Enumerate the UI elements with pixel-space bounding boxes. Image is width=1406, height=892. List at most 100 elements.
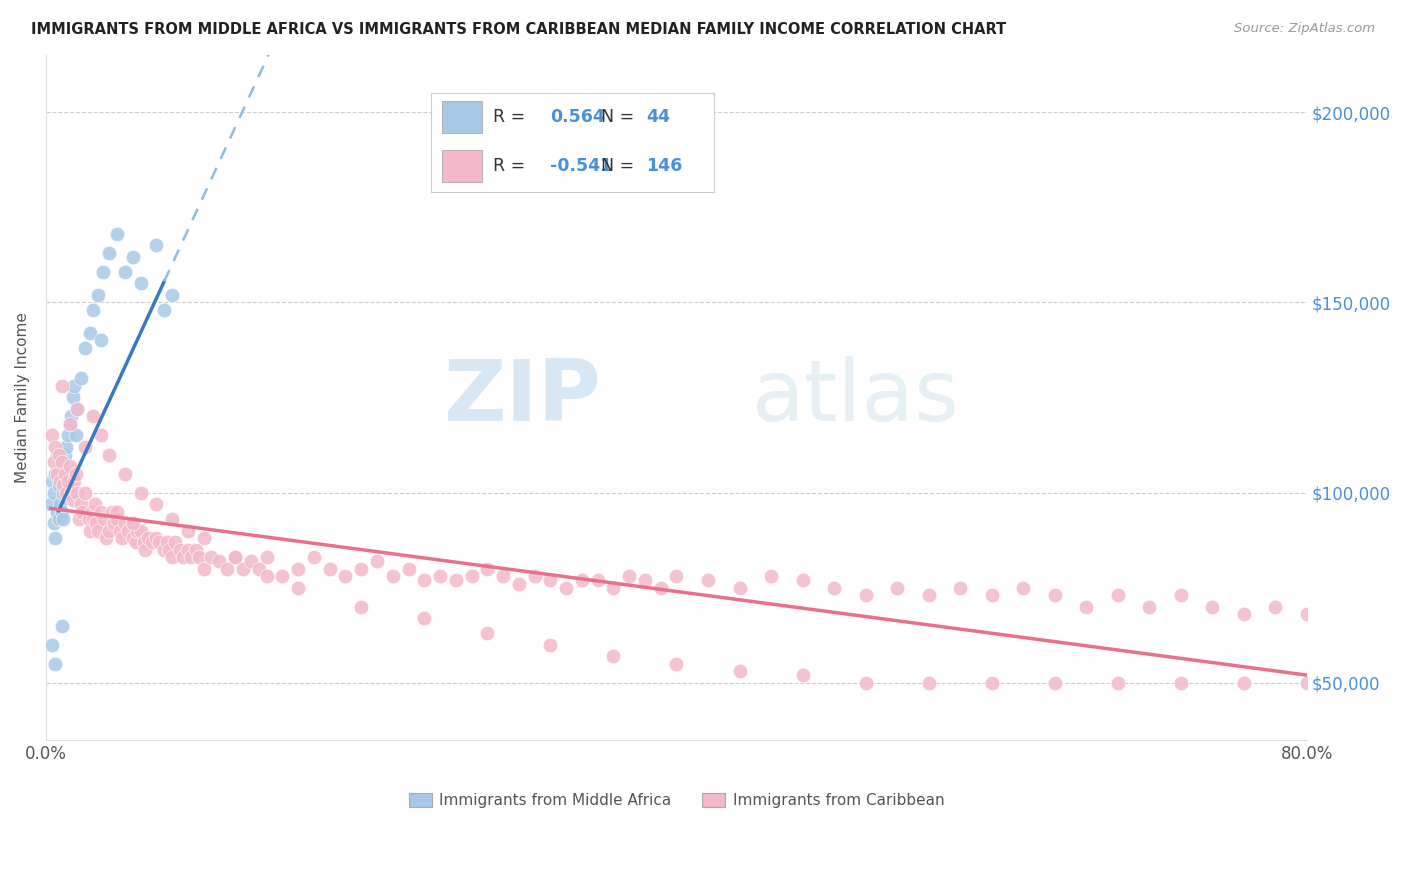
Point: [105, 505, 128, 519]
Point: [492, 569, 515, 583]
Point: [918, 588, 941, 602]
Point: [1043, 675, 1066, 690]
Point: [75, 341, 97, 355]
Point: [792, 573, 814, 587]
Point: [62, 391, 84, 405]
Point: [49, 455, 72, 469]
Point: [1107, 588, 1129, 602]
Point: [398, 561, 420, 575]
Point: [728, 665, 751, 679]
Point: [619, 569, 641, 583]
Point: [1201, 599, 1223, 614]
Point: [980, 588, 1002, 602]
Point: [87, 287, 110, 301]
Point: [523, 569, 546, 583]
Point: [56, 474, 79, 488]
Point: [650, 581, 672, 595]
Point: [75, 485, 97, 500]
Point: [129, 485, 152, 500]
Point: [508, 577, 530, 591]
Point: [108, 524, 131, 538]
Point: [460, 569, 482, 583]
Point: [80, 505, 103, 519]
Point: [148, 535, 170, 549]
Point: [114, 516, 136, 530]
Point: [82, 303, 104, 318]
Point: [586, 573, 609, 587]
Point: [121, 531, 143, 545]
Point: [555, 581, 578, 595]
Point: [79, 524, 101, 538]
Point: [39, 497, 62, 511]
Point: [1043, 588, 1066, 602]
Point: [42, 516, 65, 530]
Point: [145, 238, 167, 252]
Point: [165, 535, 187, 549]
Point: [59, 417, 82, 431]
Point: [67, 512, 90, 526]
Point: [55, 485, 77, 500]
Point: [103, 516, 125, 530]
Point: [59, 458, 82, 473]
Point: [1233, 607, 1256, 622]
Point: [65, 428, 87, 442]
Point: [256, 550, 278, 565]
Point: [759, 569, 782, 583]
Point: [41, 474, 63, 488]
Point: [134, 542, 156, 557]
Point: [350, 561, 373, 575]
Point: [105, 227, 128, 241]
Point: [46, 467, 69, 481]
Point: [138, 531, 160, 545]
Point: [156, 535, 179, 549]
Point: [90, 334, 112, 348]
Point: [823, 581, 845, 595]
Point: [1170, 588, 1192, 602]
Point: [665, 569, 688, 583]
Point: [538, 573, 561, 587]
Point: [177, 542, 200, 557]
Point: [59, 467, 82, 481]
Point: [79, 326, 101, 340]
Point: [335, 569, 357, 583]
Point: [160, 550, 183, 565]
Point: [86, 516, 108, 530]
Point: [114, 265, 136, 279]
Point: [105, 512, 128, 526]
Point: [1233, 675, 1256, 690]
Point: [1296, 607, 1319, 622]
Point: [53, 448, 76, 462]
Point: [477, 561, 499, 575]
Point: [125, 535, 148, 549]
Point: [200, 550, 222, 565]
Point: [602, 649, 624, 664]
Point: [1076, 599, 1098, 614]
Point: [184, 542, 207, 557]
Point: [792, 668, 814, 682]
Point: [82, 409, 104, 424]
Point: [98, 524, 121, 538]
Point: [318, 561, 340, 575]
Point: [145, 497, 167, 511]
Point: [121, 250, 143, 264]
Point: [232, 561, 254, 575]
Point: [271, 569, 294, 583]
Point: [728, 581, 751, 595]
Point: [429, 569, 451, 583]
Point: [52, 478, 75, 492]
Point: [63, 474, 86, 488]
Point: [302, 550, 325, 565]
Text: Source: ZipAtlas.com: Source: ZipAtlas.com: [1234, 22, 1375, 36]
Point: [538, 638, 561, 652]
Point: [94, 531, 117, 545]
Point: [413, 573, 436, 587]
Point: [141, 535, 163, 549]
Point: [571, 573, 593, 587]
Point: [59, 417, 82, 431]
Point: [60, 485, 83, 500]
Point: [51, 455, 73, 469]
Point: [1107, 675, 1129, 690]
Point: [127, 524, 149, 538]
Point: [129, 277, 152, 291]
Point: [91, 265, 114, 279]
